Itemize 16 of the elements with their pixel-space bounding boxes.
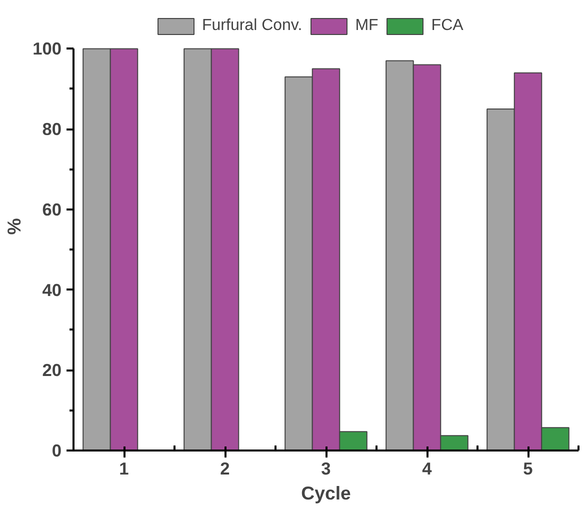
legend-label: FCA — [431, 17, 464, 35]
x-tick-label: 5 — [523, 458, 534, 478]
x-tick-label: 2 — [220, 458, 230, 478]
y-tick-label: 80 — [42, 119, 62, 140]
y-tick-label: 40 — [42, 280, 62, 300]
y-tick-label: 20 — [42, 360, 62, 380]
x-axis-title: Cycle — [301, 482, 351, 504]
legend-label: Furfural Conv. — [202, 17, 302, 35]
x-tick-label: 1 — [119, 458, 130, 478]
y-tick-label: 60 — [42, 199, 62, 220]
y-axis-title: % — [4, 218, 25, 235]
x-tick-label: 4 — [422, 458, 432, 478]
legend-label: MF — [355, 17, 378, 35]
x-tick-label: 3 — [321, 458, 332, 478]
y-tick-label: 0 — [52, 440, 62, 460]
y-tick-label: 100 — [32, 38, 62, 59]
